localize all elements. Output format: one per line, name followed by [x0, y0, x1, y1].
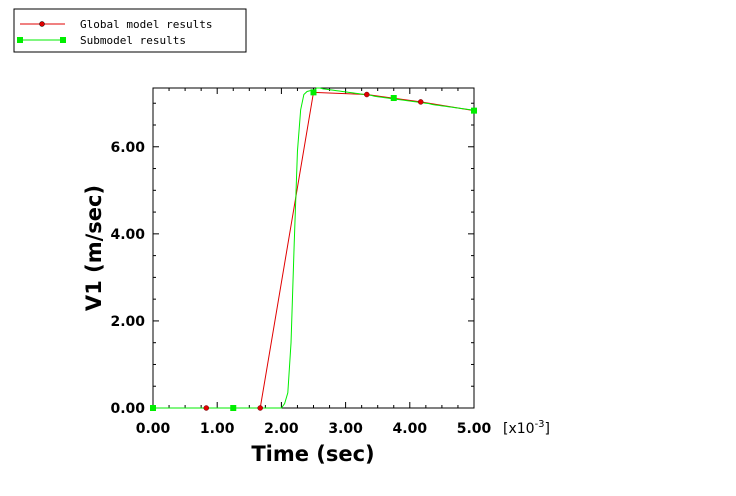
x-tick-label: 4.00	[393, 421, 428, 437]
y-tick-label: 0.00	[110, 401, 145, 417]
legend-label-global: Global model results	[80, 18, 212, 31]
legend-marker-submodel-end	[60, 37, 66, 43]
global-point	[257, 405, 263, 411]
legend-marker-global	[39, 21, 45, 27]
submodel-point	[310, 89, 317, 96]
axis-ticks	[152, 88, 475, 409]
x-tick-label: 2.00	[264, 421, 299, 437]
tick-labels: 0.00 1.00 2.00 3.00 4.00 5.00 0.00 2.00 4.00 6.00	[110, 140, 491, 437]
x-multiplier-exponent: -3	[535, 419, 545, 430]
submodel-point	[150, 405, 156, 411]
plot-frame	[152, 87, 475, 409]
x-tick-label: 3.00	[328, 421, 363, 437]
y-tick-label: 4.00	[110, 227, 145, 243]
x-tick-label: 5.00	[457, 421, 492, 437]
submodel-point	[230, 405, 237, 411]
x-multiplier-label: [x10-3]	[503, 419, 550, 437]
x-tick-label: 1.00	[200, 421, 235, 437]
y-axis-title: V1 (m/sec)	[82, 185, 106, 311]
series-markers	[150, 89, 477, 411]
x-multiplier-base: [x10	[503, 421, 535, 437]
y-tick-label: 2.00	[110, 314, 145, 330]
y-tick-label: 6.00	[110, 140, 145, 156]
legend-box	[13, 8, 247, 53]
series-line-global	[153, 91, 475, 409]
x-tick-label: 0.00	[136, 421, 171, 437]
global-point	[364, 91, 370, 98]
x-axis-title: Time (sec)	[251, 442, 374, 466]
legend-label-submodel: Submodel results	[80, 34, 186, 47]
series-line-submodel	[153, 87, 475, 409]
submodel-point	[471, 107, 477, 114]
global-point	[203, 405, 210, 411]
legend-marker-submodel	[17, 37, 23, 43]
x-multiplier-close: ]	[545, 421, 550, 437]
series-lines	[153, 87, 475, 409]
legend: Global model results Submodel results	[13, 8, 247, 53]
global-point	[417, 99, 424, 105]
submodel-point	[390, 95, 397, 102]
